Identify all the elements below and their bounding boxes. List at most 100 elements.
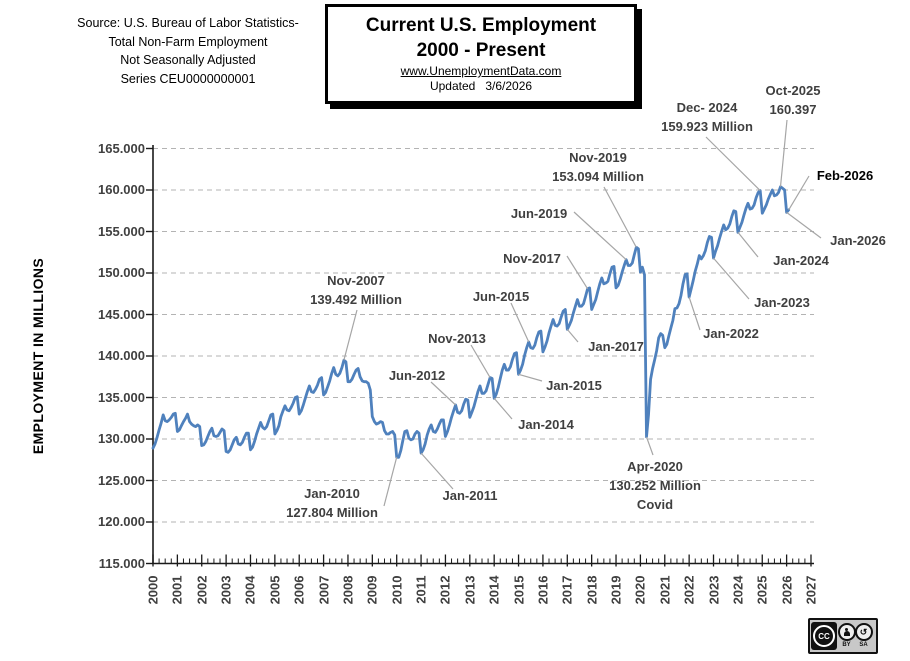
annotation-line: Oct-2025 <box>765 83 821 98</box>
x-axis-year-label: 2019 <box>608 575 624 604</box>
annotation-line: Jan-2023 <box>754 295 810 310</box>
annotation-nov-2007: Nov-2007 139.492 Million <box>310 271 402 309</box>
annotation-line: 130.252 Million <box>609 478 701 493</box>
x-axis-year-label: 2022 <box>681 575 697 604</box>
y-axis-tick-label: 165.000 <box>98 140 145 156</box>
annotation-jun-2012: Jun-2012 <box>389 366 445 385</box>
annotation-line: Feb-2026 <box>816 168 874 183</box>
annotation-connector <box>779 119 788 187</box>
annotation-nov-2019: Nov-2019 153.094 Million <box>552 148 644 186</box>
y-axis-tick-label: 145.000 <box>98 306 145 322</box>
annotation-line: Jan-2014 <box>518 417 574 432</box>
annotation-line: 159.923 Million <box>661 119 753 134</box>
y-axis-tick-label: 120.000 <box>98 514 145 529</box>
y-axis-tick-label: 130.000 <box>98 431 145 446</box>
x-axis-year-label: 2006 <box>291 575 307 604</box>
x-axis-year-label: 2003 <box>218 575 234 604</box>
annotation-jan-2011: Jan-2011 <box>443 486 498 505</box>
x-axis-year-label: 2023 <box>706 575 721 604</box>
annotation-jan-2010: Jan-2010 127.804 Million <box>286 484 378 522</box>
annotation-connector <box>688 296 701 331</box>
cc-sa-label: SA <box>859 642 868 648</box>
x-axis-year-label: 2024 <box>730 575 746 604</box>
annotation-connector <box>383 457 398 507</box>
x-axis-year-label: 2001 <box>169 575 185 604</box>
x-axis-year-label: 2016 <box>535 575 551 604</box>
x-axis-year-label: 2007 <box>316 575 332 604</box>
x-axis-year-label: 2015 <box>511 575 527 604</box>
annotation-connector <box>420 452 454 490</box>
annotation-connector <box>430 381 457 406</box>
annotation-dec-2024: Dec- 2024 159.923 Million <box>661 98 753 136</box>
annotation-line: 153.094 Million <box>552 169 644 184</box>
annotation-connector <box>705 136 761 192</box>
annotation-connector <box>470 344 491 378</box>
annotation-connector <box>510 302 530 343</box>
annotation-connector <box>786 211 822 239</box>
x-axis-year-label: 2017 <box>559 575 575 604</box>
annotation-jan-2024: Jan-2024 <box>773 251 829 270</box>
annotation-connector <box>566 329 579 343</box>
website-link[interactable]: www.UnemploymentData.com <box>400 64 562 78</box>
cc-by-label: BY <box>842 642 851 648</box>
source-note-line: Source: U.S. Bureau of Labor Statistics- <box>77 16 299 30</box>
annotation-feb-2026: Feb-2026 <box>817 166 873 185</box>
annotation-line: Jan-2010 <box>304 486 360 501</box>
annotation-line: Dec- 2024 <box>676 100 738 115</box>
x-axis-year-label: 2012 <box>437 575 453 604</box>
annotation-jan-2022: Jan-2022 <box>703 324 759 343</box>
y-axis-tick-label: 135.000 <box>98 389 145 405</box>
annotation-line: 127.804 Million <box>286 505 378 520</box>
x-axis-year-label: 2009 <box>364 575 380 604</box>
annotation-line: Jan-2026 <box>830 233 886 248</box>
cc-sa-arrow-icon: ↺ <box>854 623 873 641</box>
annotation-line: Jun-2019 <box>510 206 568 221</box>
x-axis-year-label: 2027 <box>803 575 819 604</box>
cc-sa-item: ↺ SA <box>854 623 873 649</box>
source-note-line: Series CEU0000000001 <box>120 71 256 86</box>
annotation-line: 160.397 <box>769 102 817 117</box>
annotation-line: Jan-2022 <box>703 326 759 341</box>
annotation-line: Jun-2012 <box>388 368 446 383</box>
annotation-line: Jan-2017 <box>588 339 644 354</box>
annotation-line: Jan-2015 <box>546 378 602 393</box>
annotation-line: Nov-2007 <box>327 273 385 288</box>
x-axis-year-label: 2018 <box>584 575 600 604</box>
cc-by-person-icon <box>837 623 856 641</box>
x-axis-year-label: 2014 <box>486 575 502 604</box>
annotation-jan-2026: Jan-2026 <box>830 231 886 250</box>
y-axis-tick-label: 155.000 <box>98 223 145 239</box>
annotation-jan-2015: Jan-2015 <box>546 376 602 395</box>
annotation-jan-2023: Jan-2023 <box>754 293 810 312</box>
annotation-jun-2019: Jun-2019 <box>511 204 567 223</box>
annotation-line: Jun-2015 <box>472 289 530 304</box>
annotation-line: 139.492 Million <box>310 292 402 307</box>
x-axis-year-label: 2000 <box>145 575 161 604</box>
y-axis-tick-label: 125.000 <box>98 472 145 488</box>
annotation-jun-2015: Jun-2015 <box>473 287 529 306</box>
annotation-line: Nov-2017 <box>503 251 561 266</box>
x-axis-year-label: 2025 <box>754 575 770 604</box>
x-axis-year-label: 2010 <box>389 575 405 604</box>
y-axis-tick-label: 115.000 <box>98 555 145 571</box>
annotation-line: Jan-2024 <box>773 253 829 268</box>
annotation-nov-2013: Nov-2013 <box>428 329 486 348</box>
updated-date: Updated 3/6/2026 <box>429 79 533 93</box>
annotation-connector <box>737 231 759 258</box>
annotation-connector <box>713 257 750 300</box>
y-axis-tick-label: 140.000 <box>98 348 145 363</box>
x-axis-year-label: 2026 <box>779 575 795 604</box>
annotation-apr-2020: Apr-2020 130.252 Million Covid <box>609 457 701 514</box>
x-axis-year-label: 2008 <box>340 575 356 604</box>
x-axis-year-label: 2002 <box>194 575 210 604</box>
annotation-jan-2014: Jan-2014 <box>518 415 574 434</box>
y-axis-tick-label: 160.000 <box>98 182 145 197</box>
chart-title: Current U.S. Employment <box>365 15 597 36</box>
annotation-jan-2017: Jan-2017 <box>588 337 644 356</box>
annotation-connector <box>788 175 810 211</box>
annotation-connector <box>603 186 637 248</box>
annotation-line: Nov-2019 <box>569 150 627 165</box>
annotation-line: Nov-2013 <box>428 331 486 346</box>
